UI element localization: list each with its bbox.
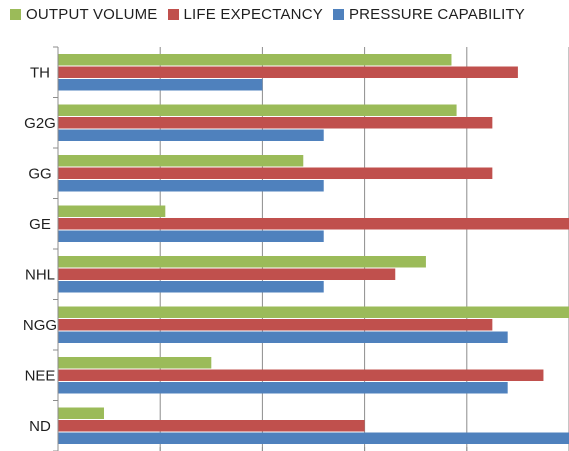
legend-item: PRESSURE CAPABILITY — [332, 5, 526, 23]
bar — [58, 432, 569, 444]
legend-label: LIFE EXPECTANCY — [183, 5, 323, 23]
bar — [58, 205, 166, 217]
bar — [58, 230, 324, 242]
category-label: GG — [28, 165, 51, 182]
legend-item: OUTPUT VOLUME — [10, 6, 158, 23]
bar — [58, 117, 493, 129]
bar — [58, 319, 493, 331]
bar — [58, 79, 263, 91]
legend-swatch — [332, 8, 344, 20]
bar — [58, 357, 212, 369]
legend-swatch — [167, 8, 179, 20]
bar — [58, 331, 508, 343]
category-label: NGG — [23, 317, 57, 334]
bar — [58, 129, 324, 141]
bar — [58, 268, 396, 280]
bar — [58, 104, 457, 116]
legend: OUTPUT VOLUME LIFE EXPECTANCY PRESSURE CAP… — [0, 4, 569, 24]
category-label: NEE — [25, 367, 56, 384]
bar — [58, 167, 493, 179]
legend-label: OUTPUT VOLUME — [26, 5, 158, 23]
bar — [58, 54, 452, 66]
category-label: G2G — [24, 115, 56, 132]
bar — [58, 382, 508, 394]
category-label: ND — [29, 418, 51, 435]
legend-item: LIFE EXPECTANCY — [167, 5, 323, 23]
category-label: TH — [30, 64, 50, 81]
bar — [58, 306, 569, 318]
bar — [58, 66, 518, 78]
bar — [58, 407, 104, 419]
bar — [58, 369, 544, 381]
bar — [58, 281, 324, 293]
bar — [58, 256, 426, 268]
bar — [58, 420, 365, 432]
category-label: GE — [29, 216, 51, 233]
legend-swatch — [10, 8, 21, 20]
bar — [58, 218, 569, 230]
legend-label: PRESSURE CAPABILITY — [348, 5, 526, 23]
bar — [58, 180, 324, 192]
bar — [58, 155, 304, 167]
category-label: NHL — [25, 266, 55, 283]
